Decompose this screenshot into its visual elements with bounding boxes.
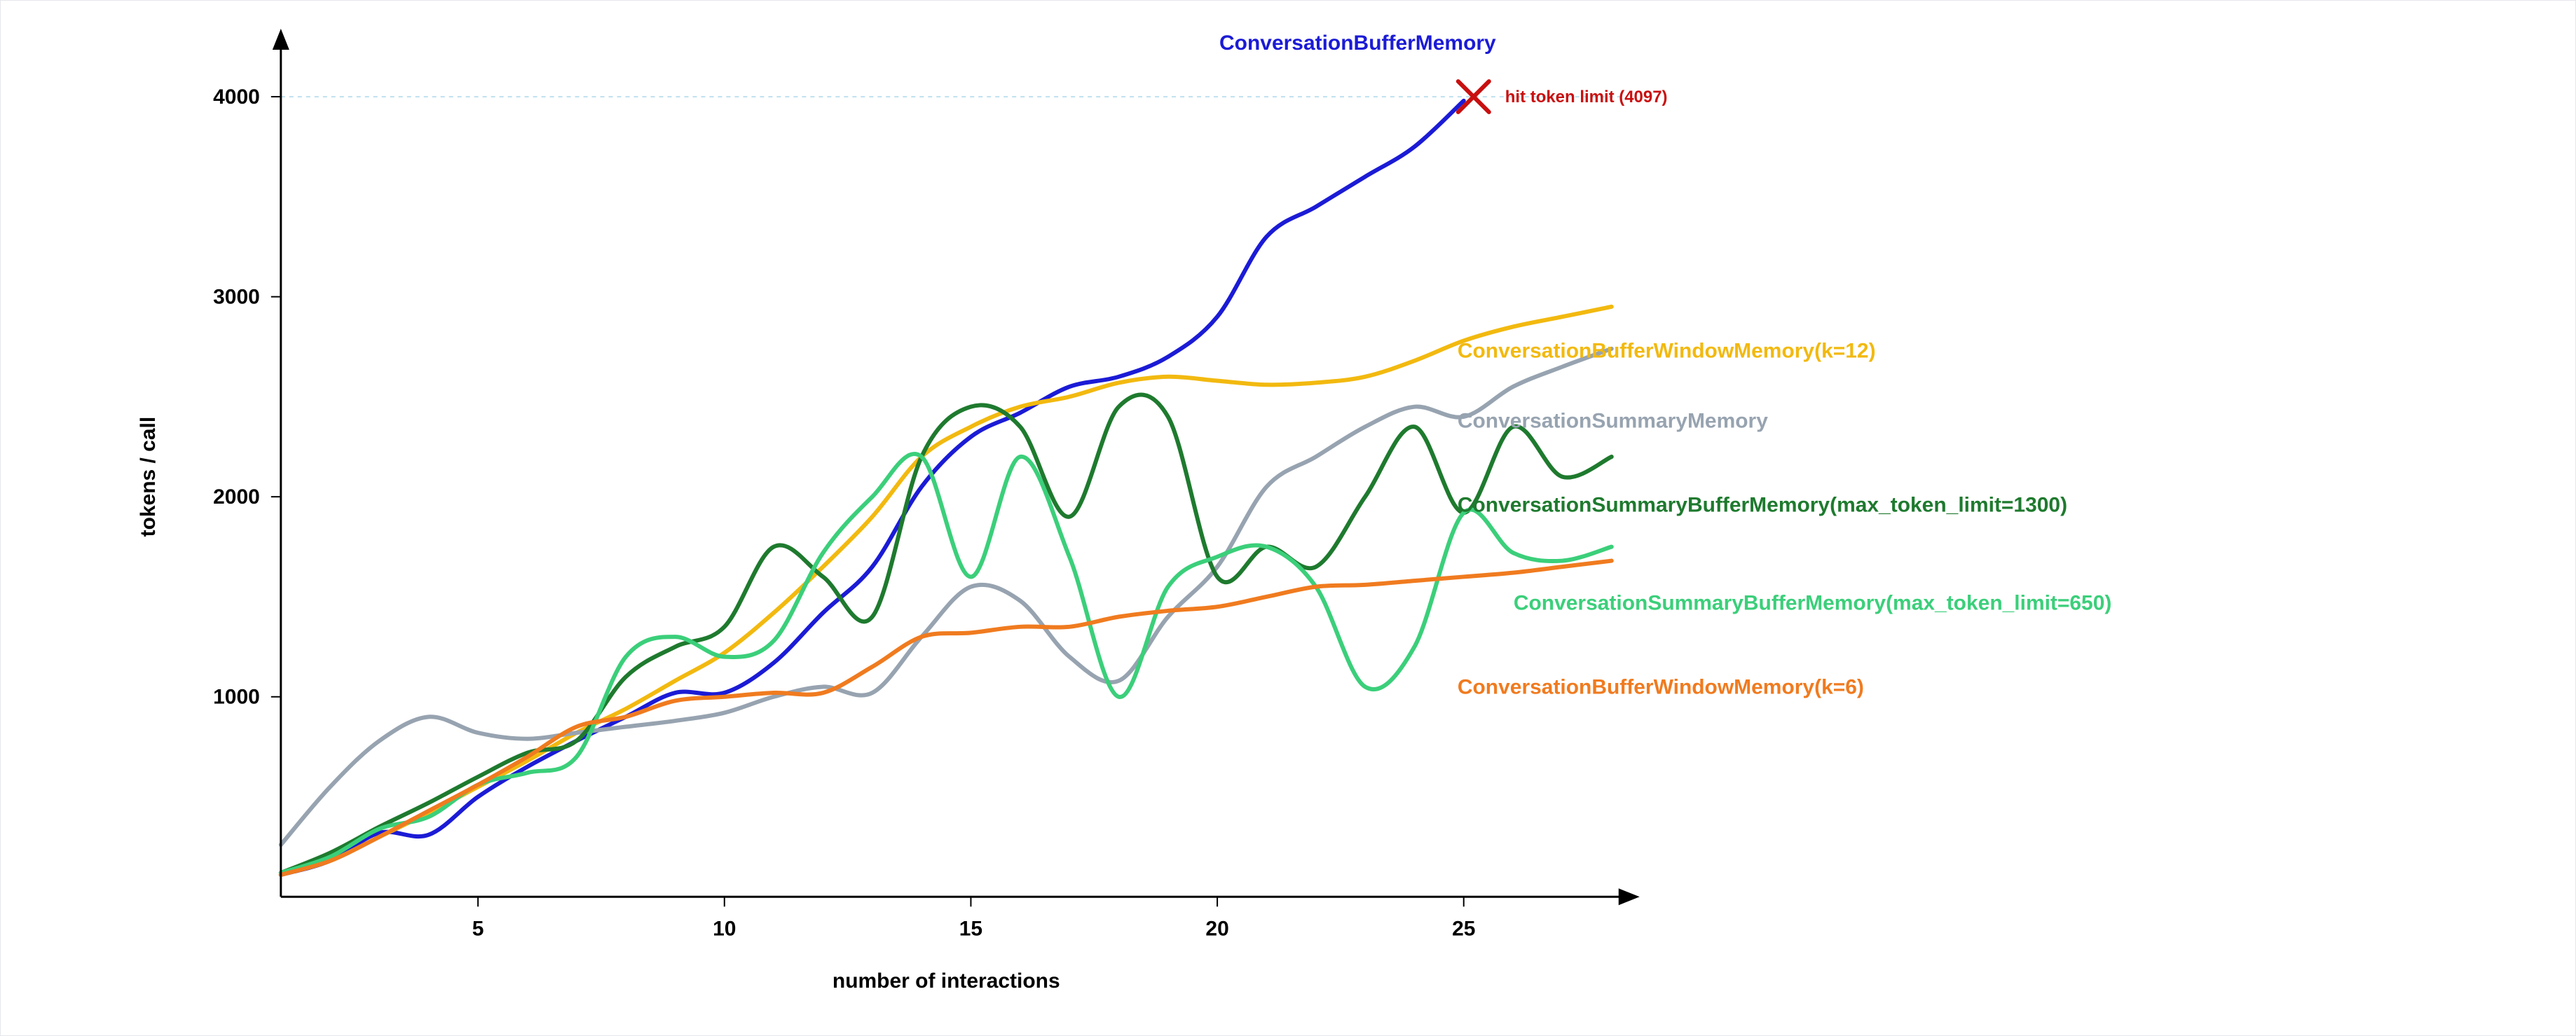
x-tick-label: 20 xyxy=(1205,917,1228,940)
y-tick-label: 4000 xyxy=(213,85,260,109)
y-axis-arrow xyxy=(273,29,289,50)
y-tick-label: 1000 xyxy=(213,686,260,709)
chart-frame: hit token limit (4097) ConversationBuffer… xyxy=(0,0,2576,1036)
y-axis-label: tokens / call xyxy=(137,417,160,537)
x-tick-label: 5 xyxy=(472,917,484,940)
series-label-summarybuffer650: ConversationSummaryBufferMemory(max_toke… xyxy=(1514,592,2112,615)
chart-canvas: hit token limit (4097) ConversationBuffer… xyxy=(1,1,2575,1035)
x-tick-label: 10 xyxy=(713,917,736,940)
series-buffer xyxy=(281,101,1464,875)
series-label-bufferwindow6: ConversationBufferWindowMemory(k=6) xyxy=(1458,675,1864,698)
series-label-summarybuffer1300: ConversationSummaryBufferMemory(max_toke… xyxy=(1458,494,2067,517)
y-tick-label: 3000 xyxy=(213,286,260,309)
series-summarybuffer650 xyxy=(281,454,1612,873)
x-tick-label: 25 xyxy=(1452,917,1475,940)
series-label-bufferwindow12: ConversationBufferWindowMemory(k=12) xyxy=(1458,340,1876,363)
token-limit-annotation: hit token limit (4097) xyxy=(1505,88,1668,106)
series-label-buffer: ConversationBufferMemory xyxy=(1219,32,1496,55)
series-label-summary: ConversationSummaryMemory xyxy=(1458,410,1768,433)
y-tick-label: 2000 xyxy=(213,485,260,509)
series-bufferwindow12 xyxy=(281,307,1612,875)
x-axis-label: number of interactions xyxy=(833,969,1060,993)
x-tick-label: 15 xyxy=(959,917,982,940)
x-axis-arrow xyxy=(1619,888,1640,905)
